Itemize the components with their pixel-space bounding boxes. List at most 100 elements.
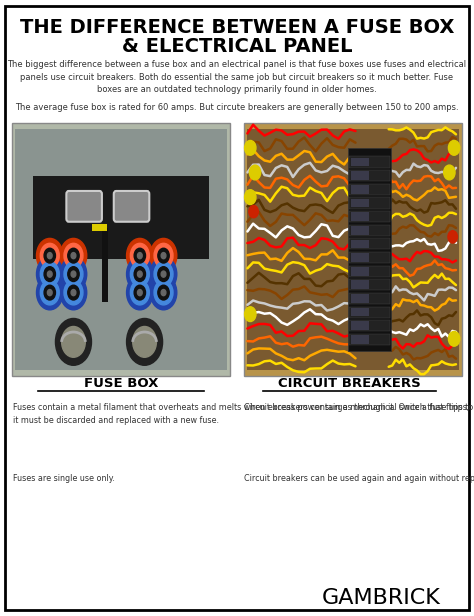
FancyBboxPatch shape — [351, 253, 369, 262]
FancyBboxPatch shape — [349, 265, 390, 277]
Circle shape — [154, 262, 173, 286]
FancyBboxPatch shape — [351, 213, 369, 221]
FancyBboxPatch shape — [351, 335, 369, 344]
Text: The average fuse box is rated for 60 amps. But circute breakers are generally be: The average fuse box is rated for 60 amp… — [15, 103, 459, 111]
FancyBboxPatch shape — [349, 156, 390, 168]
Circle shape — [134, 248, 146, 263]
Circle shape — [448, 331, 460, 346]
Circle shape — [68, 267, 79, 282]
Circle shape — [60, 275, 87, 310]
FancyBboxPatch shape — [351, 267, 369, 275]
Circle shape — [127, 275, 153, 310]
Circle shape — [150, 238, 177, 273]
Circle shape — [64, 280, 83, 305]
FancyBboxPatch shape — [33, 176, 209, 259]
Circle shape — [158, 285, 169, 300]
Circle shape — [36, 257, 63, 291]
FancyBboxPatch shape — [351, 294, 369, 303]
Text: Circuit breakers contain a mechanical switch that flips to the OFF position when: Circuit breakers contain a mechanical sw… — [244, 403, 474, 413]
Text: Fuses contain a metal filament that overheats and melts when excess power surges: Fuses contain a metal filament that over… — [13, 403, 470, 425]
Circle shape — [127, 318, 163, 365]
FancyBboxPatch shape — [349, 238, 390, 249]
Circle shape — [47, 290, 52, 296]
Circle shape — [68, 285, 79, 300]
Circle shape — [71, 290, 76, 296]
FancyBboxPatch shape — [349, 225, 390, 236]
Circle shape — [130, 262, 149, 286]
Circle shape — [448, 230, 457, 243]
Circle shape — [40, 262, 59, 286]
Circle shape — [44, 248, 55, 263]
Circle shape — [154, 280, 173, 305]
FancyBboxPatch shape — [349, 211, 390, 222]
Circle shape — [127, 238, 153, 273]
FancyBboxPatch shape — [351, 280, 369, 289]
Circle shape — [64, 243, 83, 268]
Text: FUSE BOX: FUSE BOX — [84, 377, 158, 391]
FancyBboxPatch shape — [349, 197, 390, 209]
Circle shape — [245, 140, 256, 155]
FancyBboxPatch shape — [12, 123, 230, 376]
Circle shape — [130, 243, 149, 268]
FancyBboxPatch shape — [351, 171, 369, 180]
FancyBboxPatch shape — [114, 191, 149, 222]
Circle shape — [68, 248, 79, 263]
Circle shape — [47, 253, 52, 259]
Circle shape — [133, 326, 156, 357]
Circle shape — [154, 243, 173, 268]
FancyBboxPatch shape — [349, 279, 390, 290]
Text: Circuit breakers can be used again and again without replacement.: Circuit breakers can be used again and a… — [244, 474, 474, 484]
Circle shape — [71, 253, 76, 259]
FancyBboxPatch shape — [351, 308, 369, 317]
FancyBboxPatch shape — [351, 158, 369, 166]
Circle shape — [137, 271, 142, 277]
Circle shape — [127, 257, 153, 291]
FancyBboxPatch shape — [349, 307, 390, 318]
Circle shape — [158, 267, 169, 282]
FancyBboxPatch shape — [351, 198, 369, 208]
Circle shape — [44, 267, 55, 282]
FancyBboxPatch shape — [349, 334, 390, 345]
Circle shape — [71, 271, 76, 277]
FancyBboxPatch shape — [349, 320, 390, 331]
Text: The biggest difference between a fuse box and an electrical panel is that fuse b: The biggest difference between a fuse bo… — [8, 60, 466, 94]
Circle shape — [158, 248, 169, 263]
FancyBboxPatch shape — [351, 185, 369, 193]
Circle shape — [36, 238, 63, 273]
FancyBboxPatch shape — [349, 252, 390, 263]
Circle shape — [245, 190, 256, 205]
Circle shape — [40, 280, 59, 305]
Circle shape — [161, 271, 166, 277]
Circle shape — [249, 165, 261, 180]
FancyBboxPatch shape — [351, 322, 369, 330]
FancyBboxPatch shape — [15, 129, 227, 370]
Circle shape — [134, 285, 146, 300]
FancyBboxPatch shape — [351, 240, 369, 248]
Text: GAMBRICK: GAMBRICK — [322, 588, 441, 607]
Circle shape — [137, 253, 142, 259]
FancyBboxPatch shape — [92, 224, 107, 231]
FancyBboxPatch shape — [247, 129, 459, 370]
Circle shape — [47, 271, 52, 277]
Circle shape — [249, 205, 258, 217]
Circle shape — [245, 307, 256, 322]
Circle shape — [64, 262, 83, 286]
Text: CIRCUIT BREAKERS: CIRCUIT BREAKERS — [278, 377, 421, 391]
Circle shape — [60, 257, 87, 291]
FancyBboxPatch shape — [349, 184, 390, 195]
Circle shape — [161, 290, 166, 296]
FancyBboxPatch shape — [5, 6, 469, 610]
Circle shape — [161, 253, 166, 259]
Text: Fuses are single use only.: Fuses are single use only. — [13, 474, 115, 484]
Circle shape — [62, 326, 85, 357]
Text: THE DIFFERENCE BETWEEN A FUSE BOX: THE DIFFERENCE BETWEEN A FUSE BOX — [20, 18, 454, 37]
Circle shape — [150, 257, 177, 291]
Circle shape — [448, 140, 460, 155]
Circle shape — [44, 285, 55, 300]
FancyBboxPatch shape — [349, 170, 390, 181]
Circle shape — [444, 165, 455, 180]
Circle shape — [40, 243, 59, 268]
FancyBboxPatch shape — [351, 226, 369, 235]
Circle shape — [130, 280, 149, 305]
FancyBboxPatch shape — [349, 293, 390, 304]
